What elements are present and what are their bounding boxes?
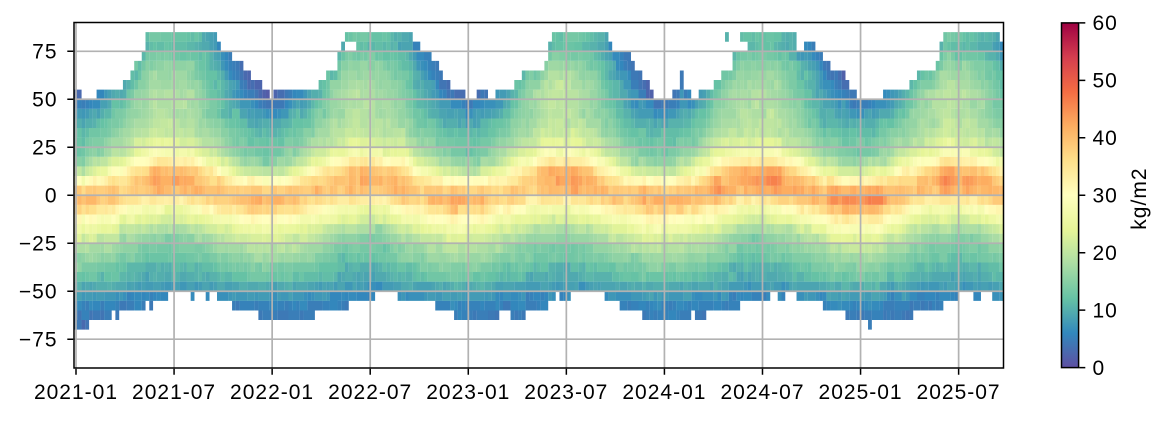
svg-text:0: 0 (45, 185, 58, 208)
svg-text:2024-01: 2024-01 (622, 381, 706, 404)
svg-text:2025-07: 2025-07 (917, 381, 1001, 404)
svg-text:−25: −25 (19, 233, 58, 256)
svg-text:0: 0 (1093, 357, 1106, 380)
svg-text:25: 25 (32, 137, 57, 160)
svg-text:2022-01: 2022-01 (230, 381, 314, 404)
svg-text:40: 40 (1093, 127, 1118, 150)
svg-text:2024-07: 2024-07 (720, 381, 804, 404)
svg-text:2021-01: 2021-01 (34, 381, 118, 404)
svg-text:60: 60 (1093, 12, 1118, 35)
svg-text:50: 50 (1093, 70, 1118, 93)
svg-text:30: 30 (1093, 185, 1118, 208)
svg-text:20: 20 (1093, 242, 1118, 265)
svg-text:−50: −50 (19, 281, 58, 304)
svg-text:2022-07: 2022-07 (328, 381, 412, 404)
svg-text:2023-07: 2023-07 (524, 381, 608, 404)
svg-text:−75: −75 (19, 329, 58, 352)
svg-text:2023-01: 2023-01 (426, 381, 510, 404)
svg-text:10: 10 (1093, 300, 1118, 323)
svg-text:50: 50 (32, 89, 57, 112)
svg-text:2021-07: 2021-07 (132, 381, 216, 404)
svg-text:75: 75 (32, 41, 57, 64)
svg-text:2025-01: 2025-01 (819, 381, 903, 404)
svg-text:kg/m2: kg/m2 (1128, 168, 1151, 230)
